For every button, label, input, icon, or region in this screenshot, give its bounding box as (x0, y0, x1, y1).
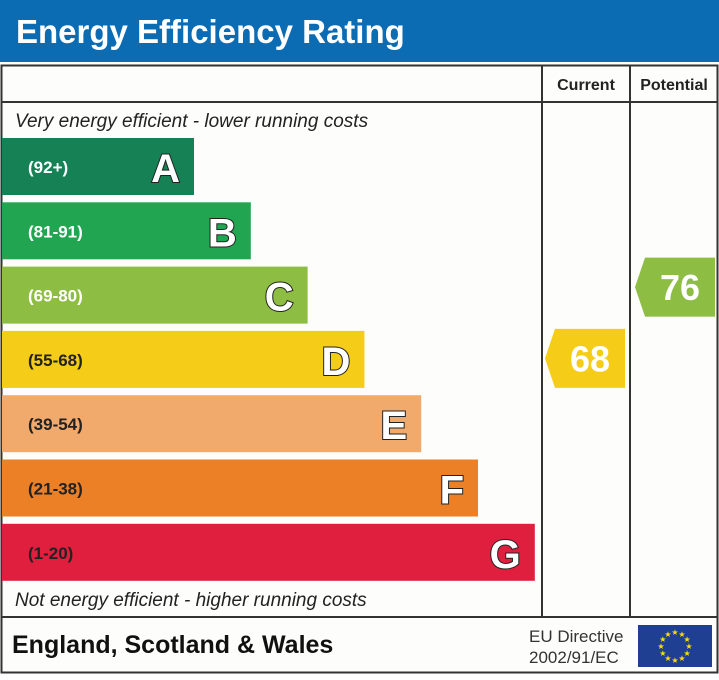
band-letter-F: F (440, 469, 464, 513)
band-bar-G (2, 523, 535, 581)
svg-text:★: ★ (671, 628, 678, 637)
bottom-note: Not energy efficient - higher running co… (15, 590, 367, 611)
band-range-E: (39-54) (28, 415, 83, 434)
band-bar-C (2, 266, 308, 324)
bands: (92+) A (81-91) B (69-80) C (55-68) D (39-54) E (2… (2, 138, 535, 581)
band-D: (55-68) D (2, 330, 365, 388)
band-letter-D: D (322, 340, 351, 384)
svg-text:★: ★ (664, 654, 671, 663)
svg-text:★: ★ (684, 649, 691, 658)
svg-text:★: ★ (659, 635, 666, 644)
svg-text:★: ★ (684, 635, 691, 644)
band-G: (1-20) G (2, 523, 535, 581)
band-letter-A: A (151, 147, 180, 191)
band-range-A: (92+) (28, 158, 68, 177)
band-letter-E: E (381, 404, 408, 448)
band-range-F: (21-38) (28, 480, 83, 499)
band-E: (39-54) E (2, 395, 422, 453)
band-letter-B: B (208, 211, 237, 255)
svg-text:★: ★ (678, 630, 685, 639)
band-bar-B (2, 202, 251, 260)
directive-line1: EU Directive (529, 627, 623, 646)
chart-title: Energy Efficiency Rating (16, 13, 405, 50)
potential-arrow-shape (635, 257, 715, 317)
band-letter-G: G (490, 533, 521, 577)
band-B: (81-91) B (2, 202, 251, 260)
svg-text:★: ★ (657, 642, 664, 651)
band-range-C: (69-80) (28, 287, 83, 306)
current-header: Current (557, 77, 615, 94)
band-bar-A (2, 138, 194, 195)
band-range-D: (55-68) (28, 351, 83, 370)
band-F: (21-38) F (2, 459, 478, 517)
region-label: England, Scotland & Wales (12, 631, 333, 659)
band-A: (92+) A (2, 138, 194, 195)
potential-header: Potential (640, 77, 708, 94)
potential-rating-arrow: 76 (635, 257, 715, 317)
outer-frame (0, 64, 719, 674)
rating-arrows: 68 76 (545, 257, 715, 388)
eu-flag-icon: ★ ★★★★★★★★★★★ (638, 625, 712, 667)
svg-text:★: ★ (678, 654, 685, 663)
svg-text:★: ★ (659, 649, 666, 658)
band-letter-C: C (265, 276, 294, 320)
svg-text:★: ★ (664, 630, 671, 639)
band-bar-E (2, 395, 422, 453)
band-range-G: (1-20) (28, 544, 73, 563)
svg-text:★: ★ (685, 642, 692, 651)
title-bar (0, 0, 719, 62)
current-rating-arrow: 68 (545, 328, 625, 388)
top-note: Very energy efficient - lower running co… (15, 111, 369, 132)
band-range-B: (81-91) (28, 222, 83, 241)
current-arrow-shape (545, 328, 625, 388)
band-C: (69-80) C (2, 266, 308, 324)
svg-text:★: ★ (671, 656, 678, 665)
potential-rating-value: 76 (660, 267, 700, 308)
current-rating-value: 68 (570, 338, 610, 379)
directive-line2: 2002/91/EC (529, 648, 619, 667)
band-bar-D (2, 330, 365, 388)
band-bar-F (2, 459, 478, 517)
